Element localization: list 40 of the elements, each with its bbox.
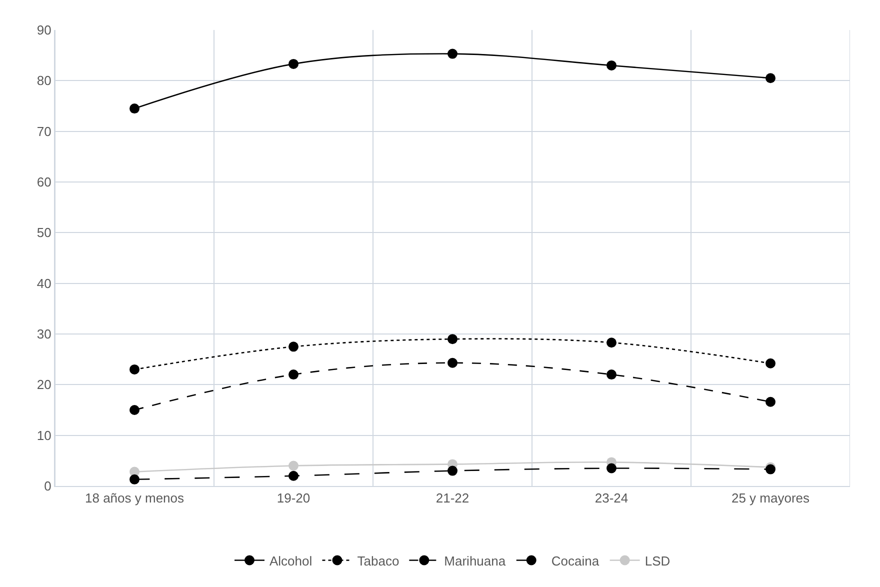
x-tick-label: 18 años y menos (84, 490, 184, 506)
point (288, 460, 298, 471)
point (448, 334, 458, 344)
point (766, 396, 776, 407)
point (606, 370, 616, 380)
point (448, 48, 458, 59)
point (606, 338, 616, 348)
y-tick-label: 20 (36, 377, 52, 392)
point (288, 342, 298, 352)
y-tick-label: 90 (36, 22, 52, 38)
point (288, 58, 298, 69)
y-tick-label: 40 (36, 276, 52, 291)
x-tick-label: 19-20 (276, 490, 310, 506)
y-tick-label: 60 (36, 174, 52, 190)
point (130, 474, 140, 484)
point (448, 466, 458, 476)
legend-label: Tabaco (357, 553, 400, 568)
y-tick-label: 30 (36, 326, 52, 342)
x-tick-label: 23-24 (594, 490, 628, 506)
point (130, 104, 140, 114)
y-tick-label: 0 (44, 478, 52, 494)
point (606, 463, 616, 474)
x-tick-label: 21-22 (436, 490, 470, 506)
point (448, 358, 458, 368)
point (130, 405, 140, 415)
y-tick-label: 10 (36, 428, 52, 443)
legend-label: Alcohol (270, 553, 312, 568)
legend-label: LSD (644, 553, 670, 568)
y-tick-label: 80 (36, 73, 52, 88)
y-tick-label: 70 (36, 124, 52, 139)
point (766, 73, 776, 84)
y-tick-label: 50 (36, 225, 52, 240)
point (130, 364, 140, 374)
x-tick-label: 25 y mayores (731, 490, 810, 506)
legend-label: Cocaina (551, 553, 600, 568)
point (288, 370, 298, 380)
point (766, 358, 776, 368)
point (606, 60, 616, 70)
point (288, 470, 298, 481)
legend-label: Marihuana (444, 553, 506, 568)
